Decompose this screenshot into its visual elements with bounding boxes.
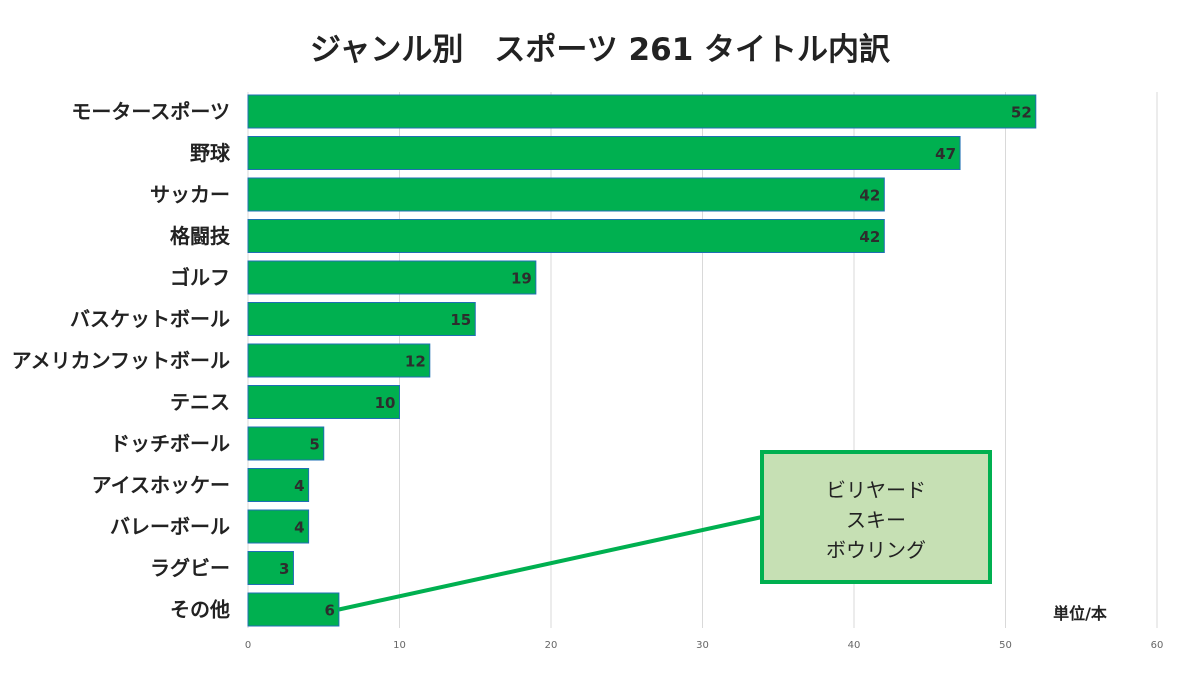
bar — [247, 592, 340, 627]
value-label: 19 — [511, 270, 532, 288]
value-label: 15 — [450, 311, 471, 329]
category-labels: モータースポーツ野球サッカー格闘技ゴルフバスケットボールアメリカンフットボールテ… — [12, 100, 231, 622]
x-tick-labels: 0 10 20 30 40 50 60 — [245, 640, 1164, 651]
category-label: ゴルフ — [170, 266, 230, 290]
value-label: 10 — [375, 394, 396, 412]
value-labels: 52 47 42 42 19 15 12 10 5 4 4 3 6 — [279, 104, 1032, 620]
value-label: 6 — [324, 602, 334, 620]
bar — [247, 551, 294, 585]
category-label: その他 — [170, 598, 230, 622]
category-label: バレーボール — [110, 515, 230, 539]
category-label: アメリカンフットボール — [12, 349, 230, 373]
category-label: テニス — [170, 390, 230, 414]
x-tick-label: 60 — [1151, 640, 1164, 651]
bar — [247, 94, 1037, 129]
value-label: 12 — [405, 353, 426, 371]
bars — [247, 94, 1037, 627]
bar — [247, 426, 325, 461]
callout-connector — [338, 515, 763, 612]
bar — [247, 136, 961, 170]
bar — [247, 177, 885, 212]
bar — [247, 343, 431, 378]
callout-line-text: ビリヤード — [826, 478, 926, 502]
value-label: 52 — [1011, 104, 1032, 122]
x-tick-label: 50 — [999, 640, 1012, 651]
category-label: アイスホッケー — [92, 473, 230, 497]
callout-line-text: ボウリング — [826, 538, 926, 562]
bar — [247, 468, 310, 502]
value-label: 42 — [859, 187, 880, 205]
bar — [247, 219, 885, 253]
callout-line-text: スキー — [846, 508, 906, 532]
x-tick-label: 40 — [848, 640, 861, 651]
unit-label: 単位/本 — [1053, 604, 1107, 623]
chart-title: ジャンル別 スポーツ 261 タイトル内訳 — [309, 32, 891, 68]
value-label: 3 — [279, 560, 289, 578]
x-tick-label: 0 — [245, 640, 251, 651]
bar — [247, 509, 310, 544]
category-label: ラグビー — [150, 556, 230, 580]
value-label: 47 — [935, 145, 956, 163]
value-label: 4 — [294, 519, 304, 537]
bar — [247, 260, 537, 295]
callout-text: ビリヤードスキーボウリング — [826, 478, 926, 562]
bar — [247, 385, 400, 419]
x-tick-label: 20 — [545, 640, 558, 651]
bar — [247, 302, 476, 336]
category-label: サッカー — [150, 183, 230, 207]
category-label: バスケットボール — [70, 307, 230, 331]
category-label: 格闘技 — [170, 224, 231, 248]
category-label: 野球 — [190, 141, 231, 165]
value-label: 4 — [294, 477, 304, 495]
category-label: モータースポーツ — [71, 100, 230, 124]
value-label: 5 — [309, 436, 319, 454]
x-tick-label: 10 — [393, 640, 406, 651]
x-tick-label: 30 — [696, 640, 709, 651]
value-label: 42 — [859, 228, 880, 246]
category-label: ドッチボール — [110, 432, 230, 456]
callout-box — [760, 450, 992, 584]
